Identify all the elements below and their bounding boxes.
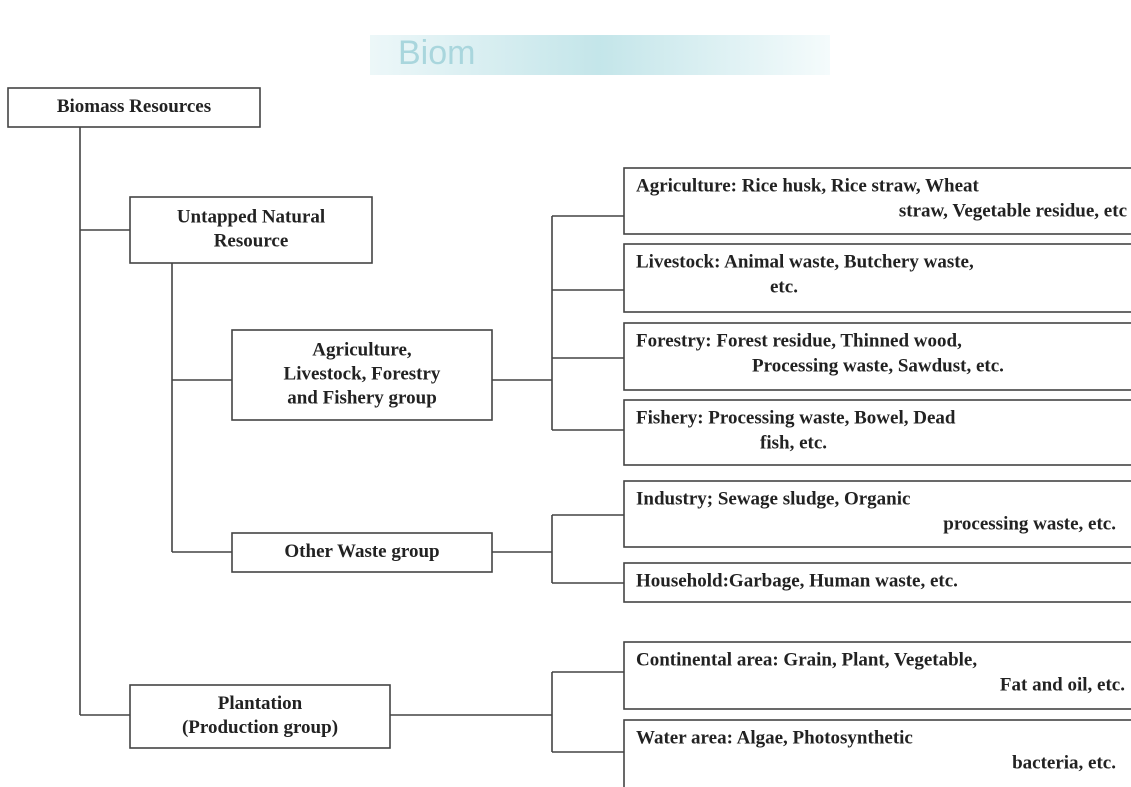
node-box xyxy=(623,399,1131,466)
node-label: Resource xyxy=(214,230,289,251)
node-box xyxy=(623,641,1131,710)
node-label: Untapped Natural xyxy=(177,206,325,227)
node-label: Fat and oil, etc. xyxy=(1000,674,1125,695)
node-label: Forestry: Forest residue, Thinned wood, xyxy=(636,330,962,351)
node-label: Livestock: Animal waste, Butchery waste, xyxy=(636,251,974,272)
node-label: Plantation xyxy=(218,693,303,714)
edges xyxy=(79,127,624,753)
node-label: Biomass Resources xyxy=(57,96,211,117)
node-box xyxy=(623,167,1131,235)
node-label: fish, etc. xyxy=(760,432,827,453)
node-box xyxy=(129,684,391,749)
watermark: Biom xyxy=(398,34,475,72)
node-label: and Fishery group xyxy=(287,387,437,408)
node-box xyxy=(231,329,493,421)
node-label: Household:Garbage, Human waste, etc. xyxy=(636,570,958,591)
node-label: Industry; Sewage sludge, Organic xyxy=(636,488,910,509)
node-box xyxy=(129,196,373,264)
node-label: Other Waste group xyxy=(284,541,439,562)
node-label: Agriculture, xyxy=(312,339,412,360)
node-label: Livestock, Forestry xyxy=(284,363,441,384)
edge xyxy=(171,263,232,553)
node-label: bacteria, etc. xyxy=(1012,752,1116,773)
node-label: Continental area: Grain, Plant, Vegetabl… xyxy=(636,649,977,670)
node-box xyxy=(623,719,1131,787)
node-box xyxy=(623,243,1131,313)
node-box xyxy=(7,87,261,128)
node-label: Agriculture: Rice husk, Rice straw, Whea… xyxy=(636,175,980,196)
node-box xyxy=(623,322,1131,391)
edge xyxy=(79,127,130,716)
node-label: Water area: Algae, Photosynthetic xyxy=(636,727,913,748)
node-box xyxy=(623,480,1131,548)
node-label: processing waste, etc. xyxy=(943,513,1116,534)
node-label: Processing waste, Sawdust, etc. xyxy=(752,355,1004,376)
edge xyxy=(492,215,624,431)
node-label: (Production group) xyxy=(182,717,338,738)
edge xyxy=(492,514,624,584)
node-label: Fishery: Processing waste, Bowel, Dead xyxy=(636,407,956,428)
node-label: straw, Vegetable residue, etc xyxy=(899,200,1127,221)
edge xyxy=(390,671,624,753)
node-label: etc. xyxy=(770,276,798,297)
watermark-band xyxy=(370,35,830,75)
node-box xyxy=(231,532,493,573)
node-box xyxy=(623,562,1131,603)
